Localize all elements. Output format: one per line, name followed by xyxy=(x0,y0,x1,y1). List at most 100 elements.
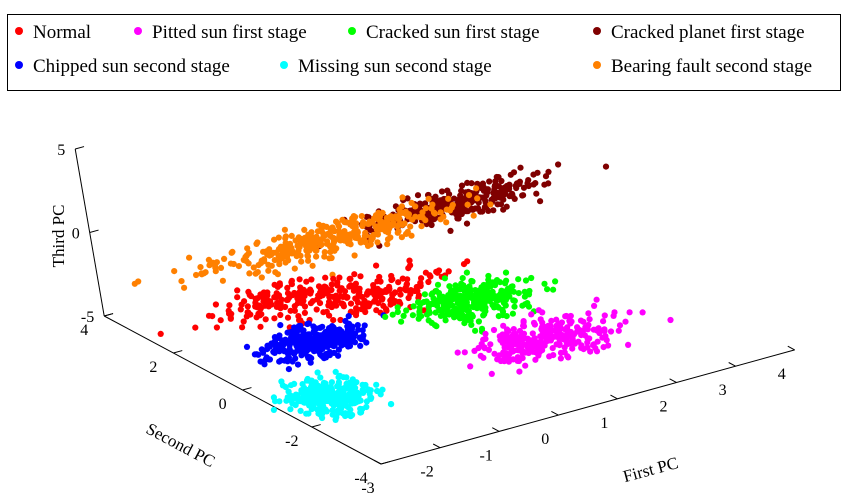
data-point xyxy=(567,340,574,347)
data-point xyxy=(394,308,401,316)
data-point xyxy=(306,395,313,402)
data-point xyxy=(550,352,557,359)
data-point xyxy=(530,319,538,326)
data-point xyxy=(271,236,278,243)
data-point xyxy=(458,182,466,189)
data-point xyxy=(374,290,381,297)
x-tick-label: 3 xyxy=(719,382,727,399)
data-point xyxy=(304,252,311,259)
data-point xyxy=(439,202,446,209)
data-point xyxy=(566,317,573,325)
data-point xyxy=(293,395,300,402)
data-point xyxy=(374,239,381,246)
data-point xyxy=(428,319,435,326)
data-point xyxy=(336,274,343,281)
data-point xyxy=(371,215,378,222)
data-point xyxy=(228,249,235,256)
data-point xyxy=(453,313,460,320)
data-point xyxy=(555,161,562,168)
data-point xyxy=(354,322,361,329)
data-point xyxy=(499,308,507,315)
data-point xyxy=(532,180,539,187)
data-point xyxy=(499,331,506,338)
data-point xyxy=(325,230,332,237)
data-point xyxy=(464,208,471,215)
data-point xyxy=(374,278,381,285)
data-point xyxy=(517,164,524,171)
data-point xyxy=(368,234,375,241)
data-point xyxy=(337,237,344,244)
data-point xyxy=(639,309,646,316)
data-point xyxy=(213,324,220,331)
data-point xyxy=(601,328,608,335)
data-point xyxy=(319,323,326,330)
data-point xyxy=(373,262,380,269)
series-pitted-sun-first-stage xyxy=(454,296,674,377)
data-point xyxy=(289,292,296,299)
data-point xyxy=(615,327,622,334)
data-point xyxy=(321,343,329,350)
data-point xyxy=(292,237,299,244)
data-point xyxy=(302,339,309,346)
data-point xyxy=(321,249,328,256)
data-point xyxy=(389,311,396,318)
data-point xyxy=(552,278,559,285)
data-point xyxy=(537,198,544,205)
data-point xyxy=(515,276,522,283)
data-point xyxy=(340,374,347,381)
data-point xyxy=(255,262,262,269)
series-cracked-sun-first-stage xyxy=(382,269,559,335)
data-point xyxy=(464,201,471,208)
data-point xyxy=(192,324,199,331)
data-point xyxy=(428,221,435,229)
data-point xyxy=(301,309,308,316)
data-point xyxy=(541,181,548,188)
data-point xyxy=(361,322,368,329)
data-point xyxy=(329,323,336,330)
data-point xyxy=(464,302,471,309)
data-point xyxy=(429,201,436,208)
data-point xyxy=(275,301,282,308)
data-point xyxy=(404,228,411,235)
data-point xyxy=(313,253,320,260)
data-point xyxy=(407,287,414,294)
series-missing-sun-second-stage xyxy=(270,368,395,423)
y-tick-mark xyxy=(380,461,390,465)
data-point xyxy=(491,282,499,289)
data-point xyxy=(322,274,329,281)
data-point xyxy=(509,310,516,317)
legend-label: Pitted sun first stage xyxy=(152,22,307,43)
data-point xyxy=(479,181,486,188)
data-point xyxy=(421,291,428,298)
data-point xyxy=(317,289,324,296)
data-point xyxy=(599,334,606,341)
data-point xyxy=(362,229,369,236)
data-point xyxy=(454,215,461,222)
data-point xyxy=(291,307,298,314)
data-point xyxy=(238,301,245,308)
data-point xyxy=(346,275,353,282)
data-point xyxy=(541,280,548,287)
data-point xyxy=(497,279,504,286)
data-point xyxy=(287,382,295,389)
data-point xyxy=(300,286,307,293)
data-point xyxy=(274,271,281,278)
data-point xyxy=(454,300,461,307)
data-point xyxy=(235,263,242,270)
x-tick-mark xyxy=(492,427,500,432)
data-point xyxy=(317,242,324,249)
data-point xyxy=(268,262,275,269)
data-point xyxy=(332,368,339,375)
data-point xyxy=(277,311,284,319)
data-point xyxy=(324,240,331,247)
data-point xyxy=(254,269,261,276)
data-point xyxy=(281,226,288,233)
data-point xyxy=(471,303,478,310)
data-point xyxy=(500,322,507,329)
data-point xyxy=(291,339,298,346)
data-point xyxy=(226,302,233,309)
data-point xyxy=(425,195,432,202)
data-point xyxy=(452,282,459,289)
data-point xyxy=(549,345,556,352)
data-point xyxy=(357,342,364,349)
